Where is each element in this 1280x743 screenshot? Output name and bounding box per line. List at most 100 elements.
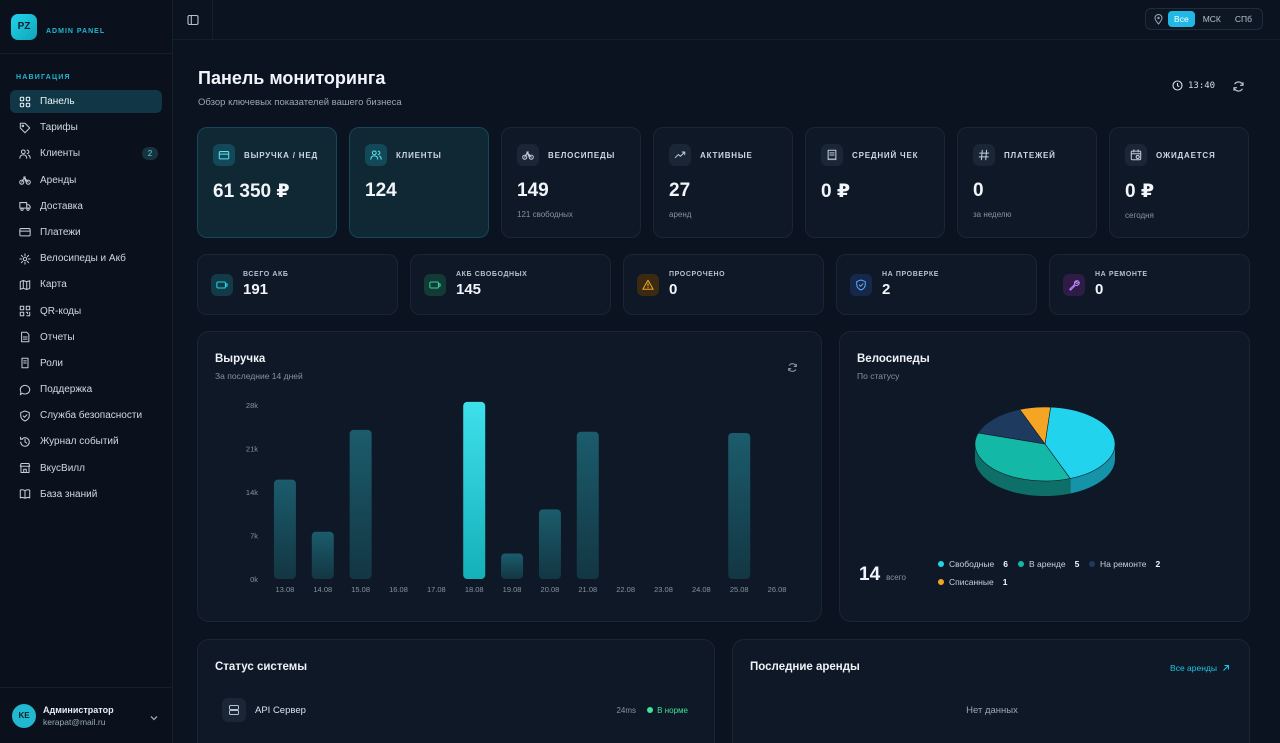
sidebar-toggle-button[interactable] [173,0,213,39]
stat-label: ВЕЛОСИПЕДЫ [548,150,616,160]
stat-value: 61 350 ₽ [213,181,290,202]
battery-stat-card[interactable]: НА ПРОВЕРКЕ 2 [836,254,1037,315]
sidebar-item-report[interactable]: Отчеты [10,326,162,349]
stat-card[interactable]: КЛИЕНТЫ 124 [349,127,489,238]
city-msk-button[interactable]: МСК [1202,14,1221,24]
sidebar-item-book[interactable]: База знаний [10,483,162,506]
user-menu[interactable]: KE Администратор kerapat@mail.ru [0,687,173,743]
bar [273,479,296,579]
legend-dot [938,561,944,567]
mini-label: ПРОСРОЧЕНО [669,271,726,278]
bar [463,401,486,579]
y-tick-label: 7k [250,532,258,541]
sidebar-item-label: База знаний [40,488,98,500]
legend-item: Списанные 1 [938,577,1007,587]
stat-sub: сегодня [1125,211,1154,220]
stat-label: ВЫРУЧКА / НЕД [244,150,318,160]
x-tick-label: 14.08 [313,585,332,594]
mini-label: ВСЕГО АКБ [243,271,289,278]
system-status-panel: Статус системы API Сервер 24ms В норме [197,639,715,743]
hash-icon [973,144,995,166]
city-spb-button[interactable]: СПб [1234,14,1252,24]
sidebar-item-users[interactable]: Клиенты 2 [10,142,162,165]
sidebar-item-truck[interactable]: Доставка [10,195,162,218]
clock-icon [1172,80,1183,91]
sidebar-item-qr[interactable]: QR-коды [10,300,162,323]
brand-logo: PZ [11,13,37,40]
sidebar-item-gear[interactable]: Велосипеды и Акб [10,247,162,270]
sidebar-item-role[interactable]: Роли [10,352,162,375]
stat-card[interactable]: ОЖИДАЕТСЯ 0 ₽ сегодня [1109,127,1249,238]
mini-value: 191 [243,281,269,298]
battery-stat-card[interactable]: ПРОСРОЧЕНО 0 [623,254,824,315]
pie-slice [1019,406,1051,445]
mini-value: 0 [669,281,678,298]
mini-value: 2 [882,281,891,298]
all-rentals-link[interactable]: Все аренды [1170,663,1230,673]
legend-dot [938,579,944,585]
location-pin-icon [1150,13,1166,25]
stat-value: 27 [669,180,691,201]
revenue-panel: Выручка За последние 14 дней 0k 7k 14k 21k 2… [197,331,822,622]
stat-value: 149 [517,180,549,201]
tag-icon [18,121,32,135]
sidebar-item-grid[interactable]: Панель [10,90,162,113]
avatar: KE [12,703,36,728]
bar [576,431,599,579]
bar [538,509,561,579]
mini-label: АКБ СВОБОДНЫХ [456,271,528,278]
stat-card[interactable]: АКТИВНЫЕ 27 аренд [653,127,793,238]
stat-card[interactable]: ВЫРУЧКА / НЕД 61 350 ₽ [197,127,337,238]
sidebar-item-shield[interactable]: Служба безопасности [10,404,162,427]
city-filter: Все МСК СПб [1145,8,1263,30]
sidebar-item-label: Клиенты [40,148,81,160]
sidebar-item-bike[interactable]: Аренды [10,169,162,192]
topbar: Все МСК СПб [173,0,1280,40]
battery-stat-card[interactable]: НА РЕМОНТЕ 0 [1049,254,1250,315]
x-tick-label: 22.08 [616,585,635,594]
status-dot [647,707,654,713]
shield-icon [850,273,872,296]
report-icon [18,330,32,344]
sidebar-item-store[interactable]: ВкусВилл [10,457,162,480]
x-tick-label: 16.08 [389,585,408,594]
stat-label: КЛИЕНТЫ [396,150,442,160]
server-name: API Сервер [255,704,306,716]
sidebar-item-chat[interactable]: Поддержка [10,378,162,401]
brand[interactable]: PZ ADMIN PANEL [0,0,172,54]
chat-icon [18,383,32,397]
bike-icon [517,144,539,166]
sidebar-item-map[interactable]: Карта [10,273,162,296]
bar [311,531,334,579]
stat-card[interactable]: ВЕЛОСИПЕДЫ 149 121 свободных [501,127,641,238]
calendar-icon [1125,144,1147,166]
stat-card[interactable]: ПЛАТЕЖЕЙ 0 за неделю [957,127,1097,238]
history-icon [18,435,32,449]
store-icon [18,461,32,475]
page-subtitle: Обзор ключевых показателей вашего бизнес… [198,97,402,108]
refresh-icon[interactable] [1232,80,1245,98]
x-tick-label: 18.08 [465,585,484,594]
refresh-chart-icon[interactable] [787,360,798,378]
sidebar-item-card[interactable]: Платежи [10,221,162,244]
mini-value: 0 [1095,281,1104,298]
battery-stat-card[interactable]: АКБ СВОБОДНЫХ 145 [410,254,611,315]
stat-label: АКТИВНЫЕ [700,150,753,160]
bikes-pie-chart [974,406,1116,497]
sidebar-item-label: QR-коды [40,305,82,317]
legend-dot [1018,561,1024,567]
server-icon [222,698,246,722]
card-icon [18,225,32,239]
pie-slice [977,409,1046,445]
server-status-row: API Сервер 24ms В норме [222,698,692,722]
stat-label: СРЕДНИЙ ЧЕК [852,150,919,160]
stat-sub: за неделю [973,210,1012,219]
city-all-button[interactable]: Все [1168,11,1195,27]
y-tick-label: 28k [246,401,258,410]
battery-stat-card[interactable]: ВСЕГО АКБ 191 [197,254,398,315]
sidebar-item-history[interactable]: Журнал событий [10,430,162,453]
sidebar-item-tag[interactable]: Тарифы [10,116,162,139]
chevron-down-icon[interactable] [149,710,159,728]
stat-card[interactable]: СРЕДНИЙ ЧЕК 0 ₽ [805,127,945,238]
pie-slice-side [975,444,1071,497]
